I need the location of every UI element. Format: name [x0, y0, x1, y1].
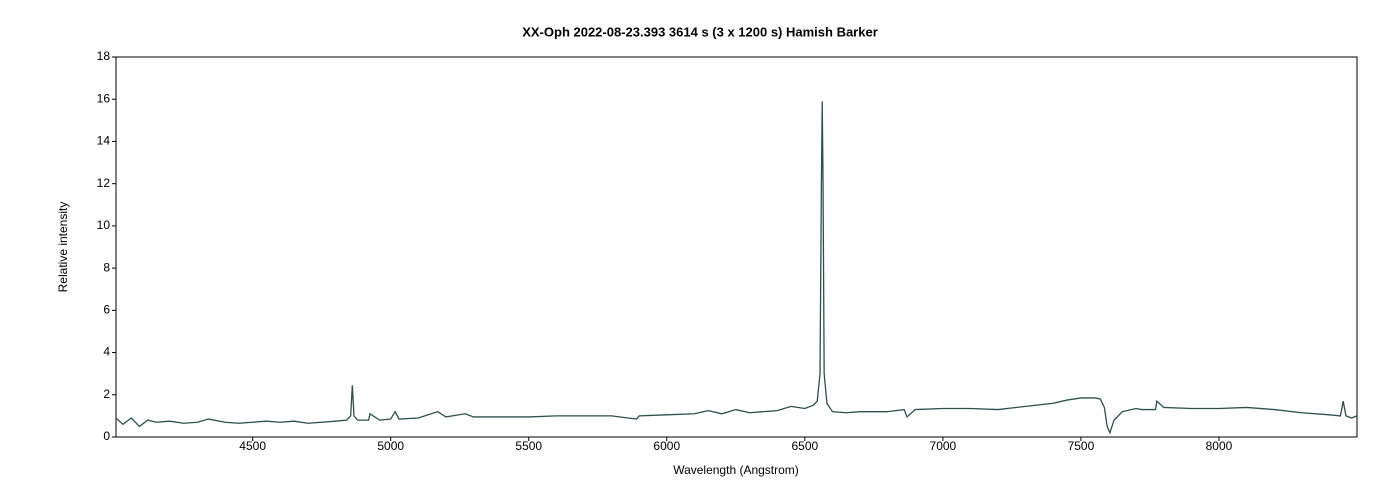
- y-tick-label: 18: [97, 49, 111, 63]
- y-tick-label: 0: [103, 429, 110, 443]
- plot-frame: [115, 56, 1358, 438]
- y-tick-label: 4: [103, 345, 110, 359]
- y-tick-label: 6: [103, 303, 110, 317]
- y-tick-label: 10: [97, 218, 111, 232]
- y-axis-label: Relative intensity: [56, 202, 70, 293]
- x-tick-label: 7500: [1068, 439, 1095, 453]
- x-axis-label: Wavelength (Angstrom): [673, 463, 799, 477]
- x-tick-label: 4500: [239, 439, 266, 453]
- spectrum-line: [115, 101, 1358, 435]
- x-tick-label: 6500: [791, 439, 818, 453]
- y-tick-label: 16: [97, 91, 111, 105]
- y-tick-label: 14: [97, 134, 111, 148]
- y-tick-label: 12: [97, 176, 111, 190]
- x-tick-label: 6000: [653, 439, 680, 453]
- x-tick-label: 5500: [515, 439, 542, 453]
- x-tick-label: 8000: [1206, 439, 1233, 453]
- x-tick-label: 7000: [930, 439, 957, 453]
- y-tick-label: 2: [103, 387, 110, 401]
- y-tick-label: 8: [103, 260, 110, 274]
- chart-title: XX-Oph 2022-08-23.393 3614 s (3 x 1200 s…: [522, 24, 878, 39]
- x-tick-label: 5000: [377, 439, 404, 453]
